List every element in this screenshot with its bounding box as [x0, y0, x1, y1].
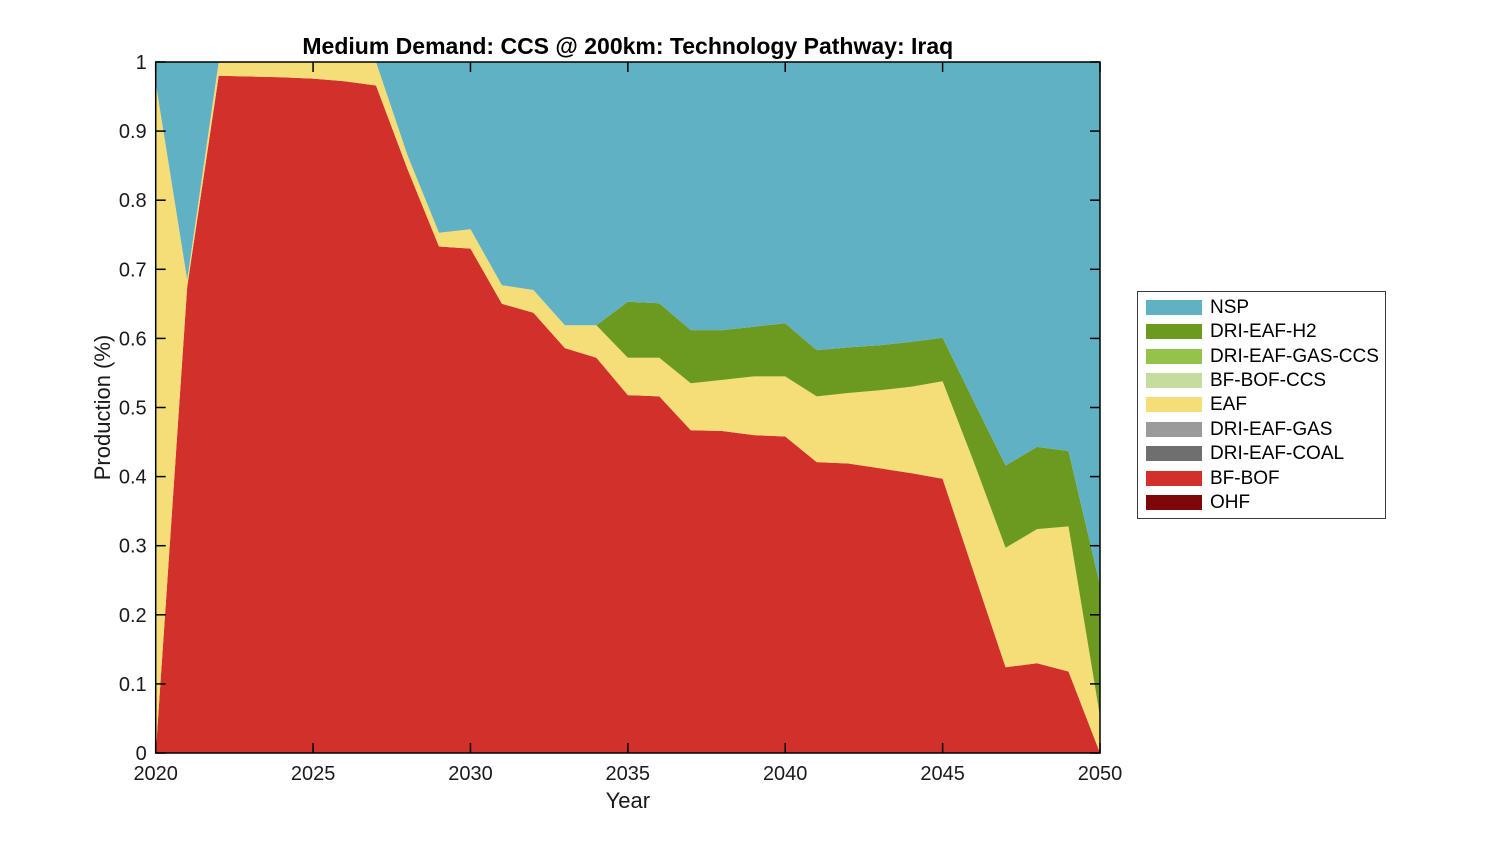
legend-item-ohf: OHF	[1138, 491, 1385, 515]
x-tick-label-2045: 2045	[920, 763, 965, 785]
x-tick-labels: 2020 2025 2030 2035 2040 2045 2050	[133, 763, 1122, 785]
y-tick-label-0.7: 0.7	[119, 259, 147, 281]
legend-swatch-bf-bof	[1146, 470, 1202, 486]
legend-item-dri-eaf-gas-ccs: DRI-EAF-GAS-CCS	[1138, 344, 1385, 368]
legend-label-nsp: NSP	[1210, 296, 1250, 318]
legend-label-dri-eaf-h2: DRI-EAF-H2	[1210, 321, 1317, 343]
y-tick-label-1: 1	[136, 52, 147, 74]
legend-swatch-dri-eaf-gas	[1146, 421, 1202, 437]
legend-label-bf-bof: BF-BOF	[1210, 467, 1280, 489]
y-tick-label-0.3: 0.3	[119, 536, 147, 558]
area-nsp	[155, 62, 1100, 586]
legend-item-dri-eaf-coal: DRI-EAF-COAL	[1138, 442, 1385, 466]
x-tick-label-2040: 2040	[763, 763, 808, 785]
legend-item-bf-bof: BF-BOF	[1138, 466, 1385, 490]
chart-title: Medium Demand: CCS @ 200km: Technology P…	[302, 33, 953, 59]
legend-label-dri-eaf-gas: DRI-EAF-GAS	[1210, 418, 1333, 440]
y-tick-label-0.2: 0.2	[119, 605, 147, 627]
x-axis-label: Year	[606, 788, 650, 813]
y-axis-label: Production (%)	[90, 335, 115, 481]
area-eaf	[155, 62, 1100, 753]
x-tick-label-2030: 2030	[448, 763, 493, 785]
legend-item-nsp: NSP	[1138, 295, 1385, 319]
y-tick-label-0.6: 0.6	[119, 328, 147, 350]
legend-swatch-dri-eaf-coal	[1146, 446, 1202, 462]
legend-swatch-nsp	[1146, 299, 1202, 315]
area-series-group	[155, 62, 1100, 754]
x-tick-label-2025: 2025	[291, 763, 336, 785]
legend-item-bf-bof-ccs: BF-BOF-CCS	[1138, 369, 1385, 393]
y-tick-label-0.5: 0.5	[119, 398, 147, 420]
legend-box: NSP DRI-EAF-H2 DRI-EAF-GAS-CCS BF-BOF-CCS EA…	[1137, 291, 1386, 519]
legend-label-eaf: EAF	[1210, 394, 1247, 416]
legend-swatch-bf-bof-ccs	[1146, 373, 1202, 389]
legend-swatch-dri-eaf-h2	[1146, 324, 1202, 340]
legend-label-bf-bof-ccs: BF-BOF-CCS	[1210, 370, 1327, 392]
legend-label-ohf: OHF	[1210, 492, 1251, 514]
legend-item-dri-eaf-h2: DRI-EAF-H2	[1138, 320, 1385, 344]
legend-item-dri-eaf-gas: DRI-EAF-GAS	[1138, 417, 1385, 441]
legend-label-dri-eaf-coal: DRI-EAF-COAL	[1210, 443, 1345, 465]
legend-swatch-dri-eaf-gas-ccs	[1146, 348, 1202, 364]
x-tick-label-2020: 2020	[133, 763, 178, 785]
x-tick-label-2050: 2050	[1078, 763, 1123, 785]
y-tick-label-0.4: 0.4	[119, 467, 147, 489]
plot-border	[154, 61, 1101, 754]
y-tick-label-0.9: 0.9	[119, 121, 147, 143]
y-tick-label-0.8: 0.8	[119, 190, 147, 212]
legend-item-eaf: EAF	[1138, 393, 1385, 417]
area-bf-bof	[155, 75, 1100, 754]
y-tick-label-0: 0	[136, 743, 147, 765]
legend-swatch-eaf	[1146, 397, 1202, 413]
y-tick-labels: 0 0.1 0.2 0.3 0.4 0.5 0.6 0.7 0.8 0.9 1	[119, 52, 147, 765]
legend-swatch-ohf	[1146, 495, 1202, 511]
legend-label-dri-eaf-gas-ccs: DRI-EAF-GAS-CCS	[1210, 345, 1379, 367]
x-tick-label-2035: 2035	[606, 763, 651, 785]
y-tick-label-0.1: 0.1	[119, 674, 147, 696]
